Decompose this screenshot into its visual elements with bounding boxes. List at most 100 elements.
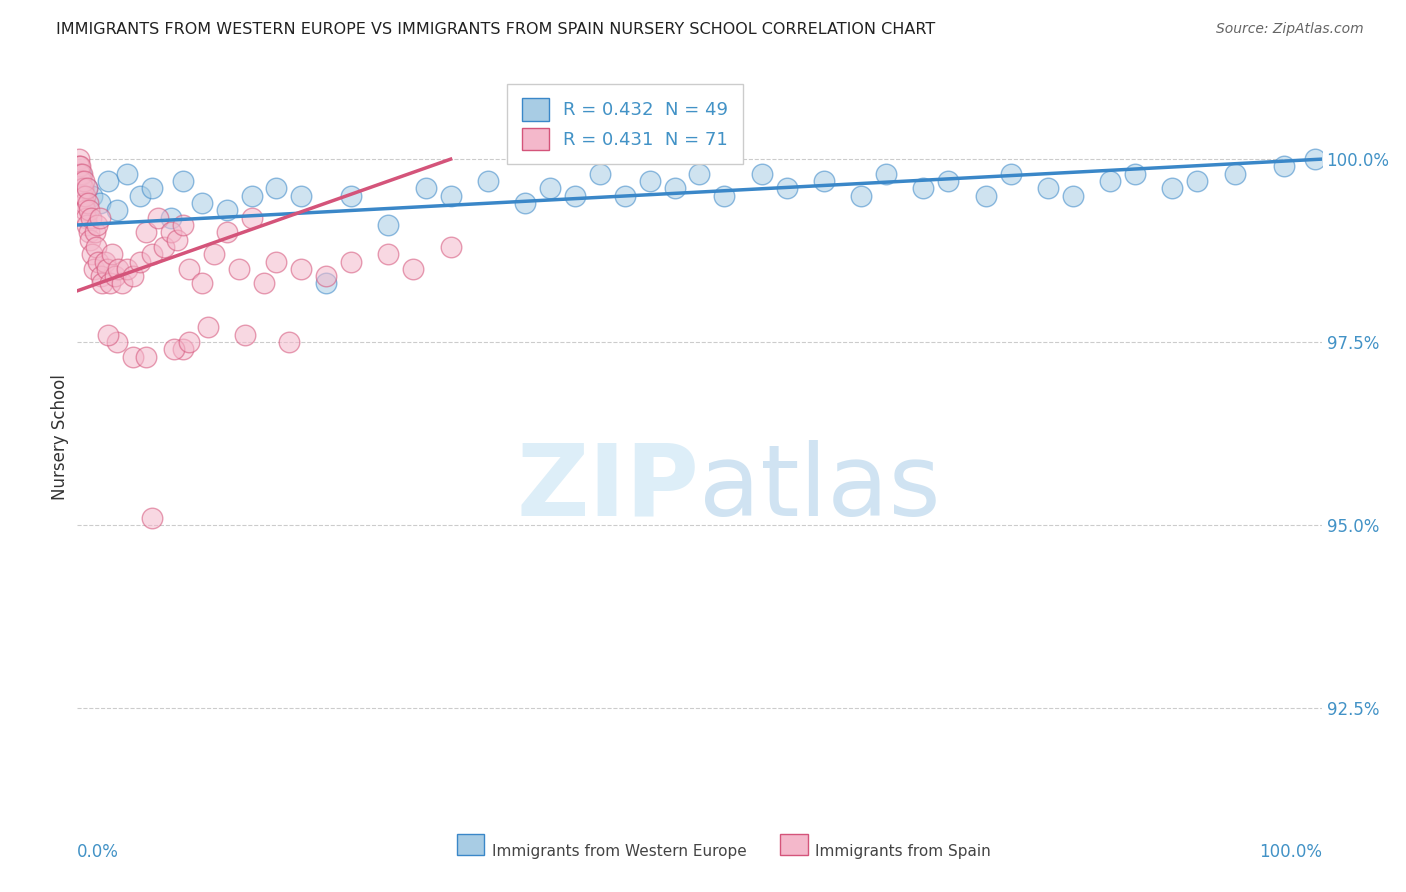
Point [135,225,157,239]
Point [340,188,363,202]
Point [315,269,337,284]
Point [153,240,176,254]
Point [813,174,835,188]
Point [87,254,110,268]
Point [1223,167,1246,181]
Point [689,167,711,181]
Point [159,225,181,239]
Point [72,188,94,202]
Point [97,327,120,342]
Point [290,188,312,202]
Point [179,261,201,276]
Point [439,188,461,202]
Text: Immigrants from Spain: Immigrants from Spain [815,845,991,860]
Point [105,334,128,349]
Point [664,181,686,195]
Point [1305,152,1327,166]
Point [141,181,163,195]
Point [613,188,636,202]
Point [538,181,561,195]
Point [179,334,201,349]
Point [315,277,337,291]
Point [172,174,194,188]
Point [477,174,499,188]
Point [98,277,121,291]
Point [1099,174,1122,188]
Point [1185,174,1208,188]
Point [377,247,399,261]
Point [228,261,250,276]
Point [215,203,238,218]
Point [115,261,138,276]
Point [1123,167,1146,181]
Point [72,181,94,195]
Point [75,211,97,225]
Point [77,196,100,211]
Point [851,188,873,202]
Point [73,203,96,218]
Text: ZIP: ZIP [516,440,700,537]
Text: 100.0%: 100.0% [1258,843,1322,861]
Point [122,269,145,284]
Point [82,188,104,202]
Point [128,188,150,202]
Point [115,167,138,181]
Point [89,196,111,211]
Point [97,174,120,188]
FancyBboxPatch shape [780,833,807,855]
Point [439,240,461,254]
Point [159,211,181,225]
Point [141,510,163,524]
Point [122,350,145,364]
Point [105,203,128,218]
Point [69,160,91,174]
Point [589,167,612,181]
FancyBboxPatch shape [457,833,484,855]
Point [67,152,90,166]
Point [79,233,101,247]
Point [104,269,127,284]
Point [163,343,186,357]
Point [72,196,94,211]
Point [290,261,312,276]
Point [70,167,93,181]
Point [751,167,773,181]
Point [135,350,157,364]
Point [1000,167,1022,181]
Point [253,277,276,291]
Point [875,167,897,181]
Point [202,247,225,261]
Point [974,188,997,202]
Point [93,254,115,268]
Point [277,334,299,349]
Point [141,247,163,261]
Point [91,277,114,291]
Point [128,254,150,268]
Point [377,218,399,232]
Point [166,233,188,247]
Point [75,188,97,202]
Point [107,261,129,276]
Point [713,188,735,202]
Point [197,320,219,334]
Point [1062,188,1084,202]
Text: IMMIGRANTS FROM WESTERN EUROPE VS IMMIGRANTS FROM SPAIN NURSERY SCHOOL CORRELATI: IMMIGRANTS FROM WESTERN EUROPE VS IMMIGR… [56,22,935,37]
Point [515,196,537,211]
Point [936,174,959,188]
Point [564,188,586,202]
Point [82,247,104,261]
Point [77,203,100,218]
Point [402,261,425,276]
Point [172,343,194,357]
Point [76,181,98,195]
Point [83,225,105,239]
Point [233,327,256,342]
Point [70,167,93,181]
Point [266,254,288,268]
Point [215,225,238,239]
Point [266,181,288,195]
Point [83,261,105,276]
Y-axis label: Nursery School: Nursery School [51,374,69,500]
Text: Immigrants from Western Europe: Immigrants from Western Europe [492,845,747,860]
Point [101,247,124,261]
